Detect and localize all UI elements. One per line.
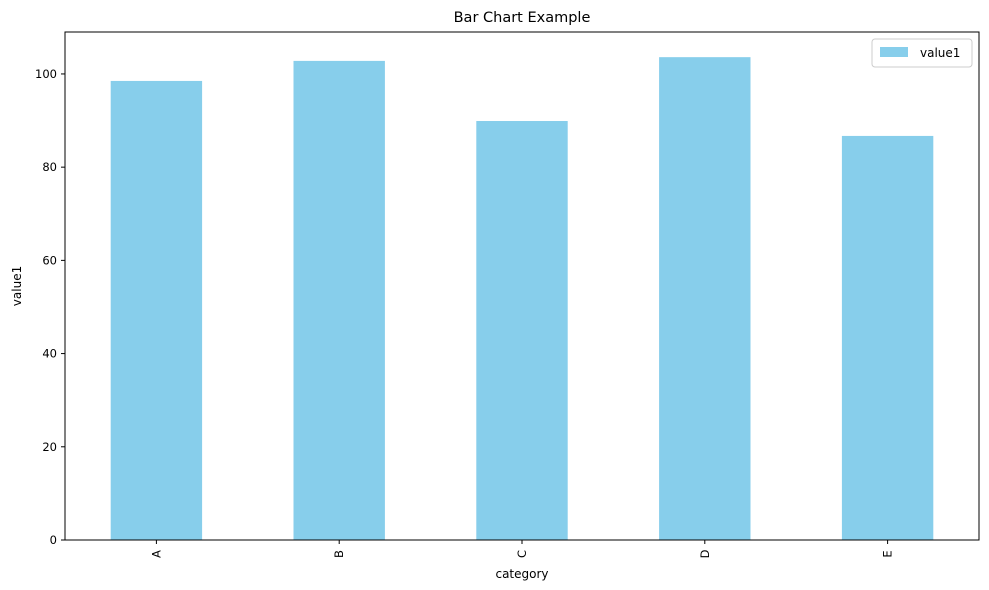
legend-box bbox=[871, 38, 973, 68]
bar-B bbox=[293, 60, 385, 540]
x-tick-label-C: C bbox=[515, 550, 529, 558]
y-axis-label: value1 bbox=[10, 266, 24, 306]
x-tick-label-E: E bbox=[881, 550, 895, 557]
y-tick-label-40: 40 bbox=[42, 347, 57, 361]
bar-C bbox=[476, 121, 568, 540]
y-tick-label-100: 100 bbox=[35, 67, 57, 81]
y-axis-ticks: 0 20 40 60 80 100 bbox=[35, 67, 65, 547]
x-tick-label-A: A bbox=[149, 550, 163, 558]
y-tick-label-80: 80 bbox=[42, 160, 57, 174]
x-tick-label-B: B bbox=[332, 550, 346, 558]
x-axis-ticks: A B C D E bbox=[149, 540, 895, 558]
plot-frame bbox=[64, 31, 980, 541]
legend-swatch bbox=[880, 47, 908, 57]
bar-A bbox=[110, 80, 203, 540]
chart-title: Bar Chart Example bbox=[454, 10, 591, 26]
legend: value1 bbox=[871, 38, 973, 68]
y-tick-label-0: 0 bbox=[50, 533, 57, 547]
y-tick-label-60: 60 bbox=[42, 253, 57, 267]
x-tick-label-D: D bbox=[698, 549, 712, 558]
legend-label: value1 bbox=[920, 46, 960, 60]
bars-layer bbox=[110, 57, 934, 541]
x-axis-label: category bbox=[495, 567, 548, 581]
bar-D bbox=[659, 57, 751, 541]
bar-E bbox=[841, 135, 934, 540]
y-tick-label-20: 20 bbox=[42, 440, 57, 454]
